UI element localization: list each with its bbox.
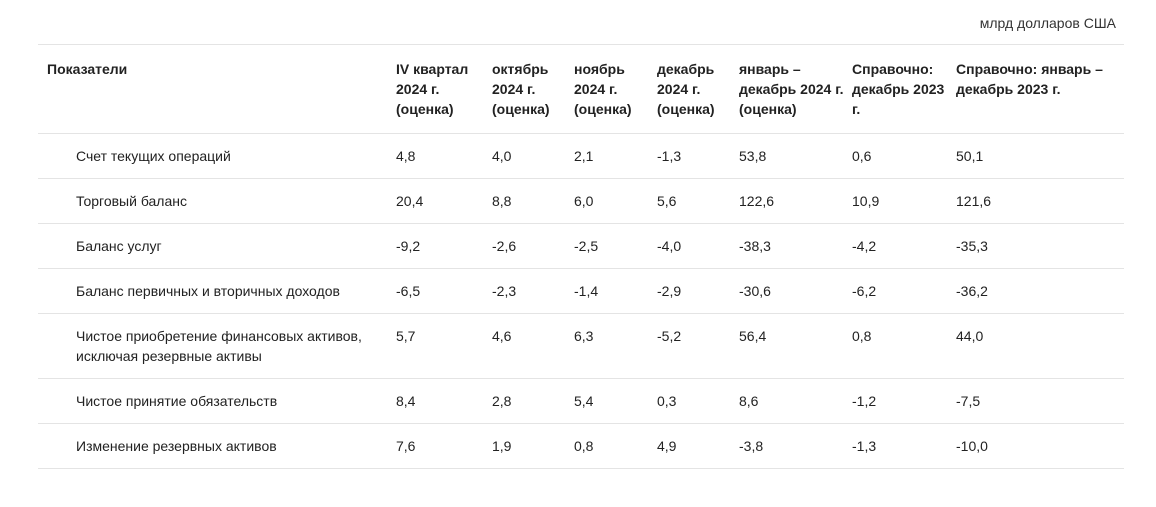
table-cell: -1,2 — [852, 378, 956, 424]
table-cell: -6,5 — [396, 268, 492, 314]
column-header-ref-dec-2023: Справочно: декабрь 2023 г. — [852, 44, 956, 134]
table-cell: 6,0 — [574, 178, 657, 224]
column-header-oct-2024: октябрь 2024 г. (оценка) — [492, 44, 574, 134]
column-header-nov-2024: ноябрь 2024 г. (оценка) — [574, 44, 657, 134]
table-cell: -1,3 — [852, 423, 956, 469]
table-cell: 121,6 — [956, 178, 1124, 224]
table-cell: 8,6 — [739, 378, 852, 424]
table-cell: -30,6 — [739, 268, 852, 314]
table-row: Баланс услуг -9,2 -2,6 -2,5 -4,0 -38,3 -4,2 -35… — [38, 223, 1124, 269]
table-cell: 0,6 — [852, 133, 956, 179]
table-cell: -1,4 — [574, 268, 657, 314]
table-body: Счет текущих операций 4,8 4,0 2,1 -1,3 53,8 0,… — [38, 133, 1124, 469]
table-cell: -6,2 — [852, 268, 956, 314]
table-cell: 2,8 — [492, 378, 574, 424]
row-label: Чистое приобретение финансовых активов, … — [38, 313, 396, 379]
table-cell: 8,4 — [396, 378, 492, 424]
table-row: Чистое принятие обязательств 8,4 2,8 5,4 0,3… — [38, 378, 1124, 424]
table-row: Изменение резервных активов 7,6 1,9 0,8 4,9-… — [38, 423, 1124, 469]
table-cell: 10,9 — [852, 178, 956, 224]
table-cell: -2,9 — [657, 268, 739, 314]
table-row: Торговый баланс 20,4 8,8 6,0 5,6 122,6 10,9 121… — [38, 178, 1124, 224]
table-cell: -4,2 — [852, 223, 956, 269]
column-header-ref-jan-dec-2023: Справочно: январь – декабрь 2023 г. — [956, 44, 1124, 134]
row-label: Счет текущих операций — [38, 133, 396, 179]
table-cell: 6,3 — [574, 313, 657, 379]
column-header-dec-2024: декабрь 2024 г. (оценка) — [657, 44, 739, 134]
table-cell: -7,5 — [956, 378, 1124, 424]
table-cell: 8,8 — [492, 178, 574, 224]
table-cell: 5,4 — [574, 378, 657, 424]
table-cell: -36,2 — [956, 268, 1124, 314]
table-cell: 7,6 — [396, 423, 492, 469]
table-cell: 4,6 — [492, 313, 574, 379]
table-cell: 122,6 — [739, 178, 852, 224]
table-header-row: Показатели IV квартал 2024 г. (оценка) о… — [38, 44, 1124, 134]
table-row: Счет текущих операций 4,8 4,0 2,1 -1,3 53,8 0,… — [38, 133, 1124, 179]
table-cell: -35,3 — [956, 223, 1124, 269]
table-cell: -10,0 — [956, 423, 1124, 469]
row-label: Изменение резервных активов — [38, 423, 396, 469]
table-cell: -38,3 — [739, 223, 852, 269]
table-cell: -1,3 — [657, 133, 739, 179]
column-header-jan-dec-2024: январь – декабрь 2024 г. (оценка) — [739, 44, 852, 134]
table-row: Баланс первичных и вторичных доходов -6,5… — [38, 268, 1124, 314]
table-row: Чистое приобретение финансовых активов, … — [38, 313, 1124, 379]
table-cell: -5,2 — [657, 313, 739, 379]
column-header-q4-2024: IV квартал 2024 г. (оценка) — [396, 44, 492, 134]
table-cell: 4,8 — [396, 133, 492, 179]
table-cell: 53,8 — [739, 133, 852, 179]
table-cell: -2,6 — [492, 223, 574, 269]
row-label: Чистое принятие обязательств — [38, 378, 396, 424]
table-cell: -2,5 — [574, 223, 657, 269]
table-cell: 50,1 — [956, 133, 1124, 179]
column-header-indicators: Показатели — [38, 44, 396, 134]
table-cell: 4,9 — [657, 423, 739, 469]
balance-of-payments-table: Показатели IV квартал 2024 г. (оценка) о… — [38, 44, 1124, 469]
table-cell: 0,8 — [852, 313, 956, 379]
table-cell: 5,6 — [657, 178, 739, 224]
table-cell: 0,3 — [657, 378, 739, 424]
row-label: Торговый баланс — [38, 178, 396, 224]
table-cell: 2,1 — [574, 133, 657, 179]
unit-note: млрд долларов США — [979, 15, 1116, 31]
table-cell: 44,0 — [956, 313, 1124, 379]
table-cell: 56,4 — [739, 313, 852, 379]
table-cell: 4,0 — [492, 133, 574, 179]
table-cell: 0,8 — [574, 423, 657, 469]
table-cell: 20,4 — [396, 178, 492, 224]
table-cell: -3,8 — [739, 423, 852, 469]
row-label: Баланс услуг — [38, 223, 396, 269]
table-cell: -4,0 — [657, 223, 739, 269]
table-cell: 1,9 — [492, 423, 574, 469]
table-cell: -9,2 — [396, 223, 492, 269]
row-label: Баланс первичных и вторичных доходов — [38, 268, 396, 314]
table-cell: 5,7 — [396, 313, 492, 379]
table-cell: -2,3 — [492, 268, 574, 314]
